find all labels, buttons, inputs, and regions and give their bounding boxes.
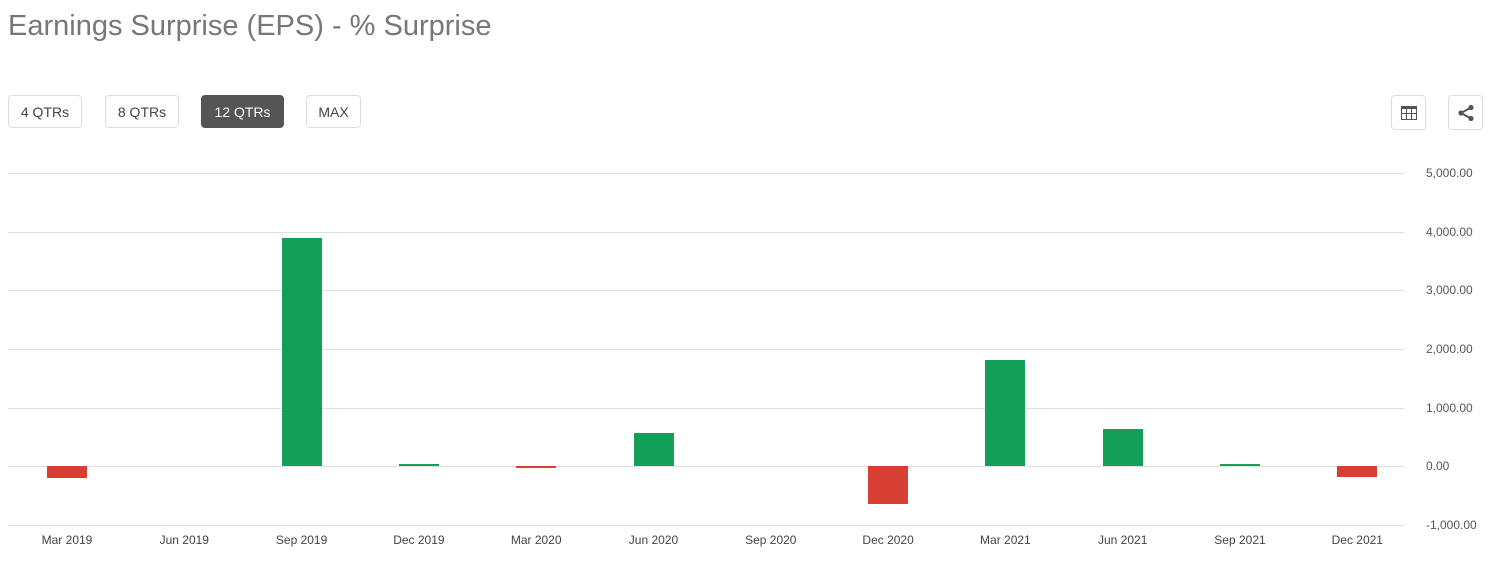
y-axis-label: 5,000.00	[1426, 166, 1473, 180]
bar-mar-2020[interactable]	[516, 466, 557, 469]
x-axis-label: Dec 2021	[1331, 533, 1383, 547]
table-view-button[interactable]	[1391, 95, 1426, 130]
range-button-4-qtrs[interactable]: 4 QTRs	[8, 95, 82, 128]
page-title: Earnings Surprise (EPS) - % Surprise	[8, 10, 492, 42]
x-axis-label: Mar 2020	[510, 533, 562, 547]
x-axis-label: Jun 2020	[628, 533, 679, 547]
range-button-max[interactable]: MAX	[306, 95, 361, 128]
gridline	[8, 466, 1404, 467]
bar-sep-2019[interactable]	[281, 238, 322, 467]
table-icon	[1400, 105, 1417, 120]
range-button-12-qtrs[interactable]: 12 QTRs	[201, 95, 284, 128]
y-axis-label: 0.00	[1426, 459, 1450, 473]
y-axis-label: 1,000.00	[1426, 401, 1473, 415]
gridline	[8, 290, 1404, 291]
x-axis-label: Sep 2021	[1214, 533, 1266, 547]
x-axis-label: Mar 2019	[41, 533, 93, 547]
x-axis-label: Jun 2021	[1097, 533, 1148, 547]
y-axis-label: 3,000.00	[1426, 283, 1473, 297]
gridline	[8, 408, 1404, 409]
bar-dec-2019[interactable]	[398, 463, 439, 467]
bar-jun-2021[interactable]	[1102, 429, 1143, 467]
share-button[interactable]	[1448, 95, 1483, 130]
gridline	[8, 349, 1404, 350]
x-axis-label: Jun 2019	[159, 533, 209, 547]
x-axis-label: Mar 2021	[980, 533, 1031, 547]
x-axis-label: Dec 2019	[393, 533, 445, 547]
share-icon	[1457, 104, 1474, 121]
bar-mar-2019[interactable]	[47, 466, 87, 478]
y-axis-label: 2,000.00	[1426, 342, 1473, 356]
gridline	[8, 525, 1404, 526]
bar-sep-2021[interactable]	[1220, 463, 1260, 467]
y-axis-label: -1,000.00	[1426, 518, 1477, 532]
x-axis-label: Sep 2019	[275, 533, 328, 547]
gridline	[8, 232, 1404, 233]
x-axis-label: Sep 2020	[745, 533, 797, 547]
bar-dec-2021[interactable]	[1337, 466, 1378, 478]
bar-dec-2020[interactable]	[868, 466, 909, 505]
bar-jun-2020[interactable]	[633, 433, 674, 467]
bar-mar-2021[interactable]	[985, 360, 1026, 467]
gridline	[8, 173, 1404, 174]
y-axis-label: 4,000.00	[1426, 225, 1473, 239]
x-axis-label: Dec 2020	[862, 533, 914, 547]
range-button-8-qtrs[interactable]: 8 QTRs	[105, 95, 179, 128]
